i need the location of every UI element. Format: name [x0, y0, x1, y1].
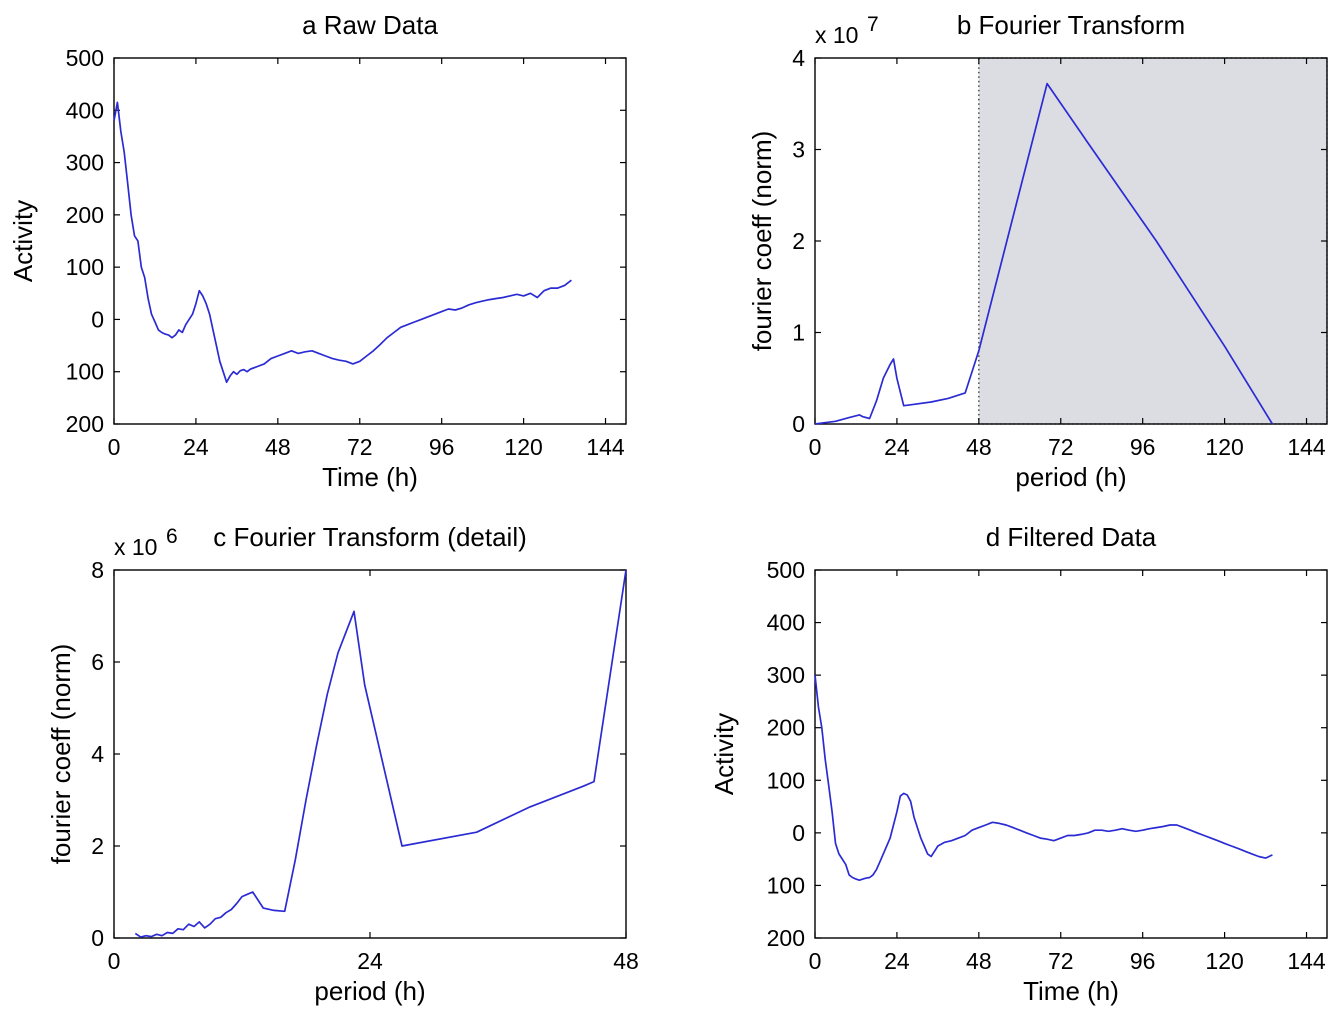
y-tick-label: 0 [792, 411, 805, 437]
axis-multiplier: x 10 [114, 534, 157, 560]
chart-title: c Fourier Transform (detail) [213, 522, 527, 552]
y-tick-label: 0 [91, 306, 104, 332]
x-tick-label: 144 [586, 434, 625, 460]
y-tick-label: 300 [767, 662, 805, 688]
chart-title: b Fourier Transform [957, 10, 1185, 40]
y-axis-label: Activity [8, 200, 38, 282]
axis-multiplier: x 10 [815, 22, 858, 48]
x-axis-label: Time (h) [1023, 976, 1119, 1006]
x-tick-label: 0 [809, 948, 822, 974]
x-tick-label: 24 [183, 434, 209, 460]
x-tick-label: 0 [108, 948, 121, 974]
x-tick-label: 96 [1130, 434, 1156, 460]
y-tick-label: 8 [91, 557, 104, 583]
y-tick-label: 300 [66, 150, 104, 176]
y-tick-label: 0 [792, 820, 805, 846]
y-axis-label: fourier coeff (norm) [747, 131, 777, 352]
y-tick-label: 200 [767, 925, 805, 951]
y-tick-label: 100 [767, 767, 805, 793]
y-tick-label: 4 [91, 741, 104, 767]
x-tick-label: 144 [1287, 948, 1326, 974]
y-tick-label: 6 [91, 649, 104, 675]
shaded-region [978, 57, 1328, 425]
x-tick-label: 144 [1287, 434, 1326, 460]
x-tick-label: 48 [265, 434, 291, 460]
series-line [134, 569, 627, 938]
y-tick-label: 100 [66, 359, 104, 385]
y-tick-label: 2 [91, 833, 104, 859]
y-tick-label: 100 [767, 872, 805, 898]
axis-multiplier-exponent: 6 [166, 525, 178, 548]
y-tick-label: 400 [66, 97, 104, 123]
series-line [814, 675, 1273, 882]
x-tick-label: 72 [1048, 948, 1074, 974]
axes-box [113, 57, 627, 425]
x-axis-label: period (h) [314, 976, 425, 1006]
x-axis-label: period (h) [1015, 462, 1126, 492]
x-tick-label: 72 [1048, 434, 1074, 460]
y-tick-label: 100 [66, 254, 104, 280]
y-tick-label: 0 [91, 925, 104, 951]
x-tick-label: 48 [613, 948, 639, 974]
x-tick-label: 48 [966, 948, 992, 974]
chart-title: a Raw Data [302, 10, 438, 40]
x-tick-label: 96 [1130, 948, 1156, 974]
y-axis-label: Activity [709, 713, 739, 795]
y-tick-label: 500 [767, 557, 805, 583]
series-line [814, 82, 1274, 425]
axes-box [113, 569, 627, 939]
y-tick-label: 1 [792, 320, 805, 346]
y-axis-label: fourier coeff (norm) [46, 644, 76, 865]
x-tick-label: 24 [884, 434, 910, 460]
series-line [113, 101, 572, 384]
x-tick-label: 120 [1205, 948, 1243, 974]
panel-b-fourier-transform: 0 24 48 72 96 120 144 0 1 2 3 4 b Fourier Transform p… [747, 10, 1328, 492]
x-tick-label: 72 [347, 434, 373, 460]
x-tick-label: 48 [966, 434, 992, 460]
x-tick-label: 120 [1205, 434, 1243, 460]
y-tick-label: 2 [792, 228, 805, 254]
x-tick-label: 24 [884, 948, 910, 974]
axes-box [814, 569, 1328, 939]
y-tick-label: 3 [792, 137, 805, 163]
y-tick-label: 200 [66, 202, 104, 228]
x-axis-label: Time (h) [322, 462, 418, 492]
panel-d-filtered-data: 0 24 48 72 96 120 144 500 400 300 200 100 0 100 200 d F… [709, 522, 1328, 1006]
y-tick-label: 200 [66, 411, 104, 437]
panel-a-raw-data: 0 24 48 72 96 120 144 500 400 300 200 100 0 100 200 a R… [8, 10, 627, 492]
y-tick-label: 400 [767, 610, 805, 636]
chart-title: d Filtered Data [986, 522, 1157, 552]
axis-multiplier-exponent: 7 [867, 13, 879, 36]
x-tick-label: 24 [357, 948, 383, 974]
x-tick-label: 120 [504, 434, 542, 460]
x-tick-label: 0 [809, 434, 822, 460]
y-tick-label: 200 [767, 715, 805, 741]
x-tick-label: 96 [429, 434, 455, 460]
y-tick-label: 500 [66, 45, 104, 71]
y-tick-label: 4 [792, 45, 805, 71]
x-tick-label: 0 [108, 434, 121, 460]
